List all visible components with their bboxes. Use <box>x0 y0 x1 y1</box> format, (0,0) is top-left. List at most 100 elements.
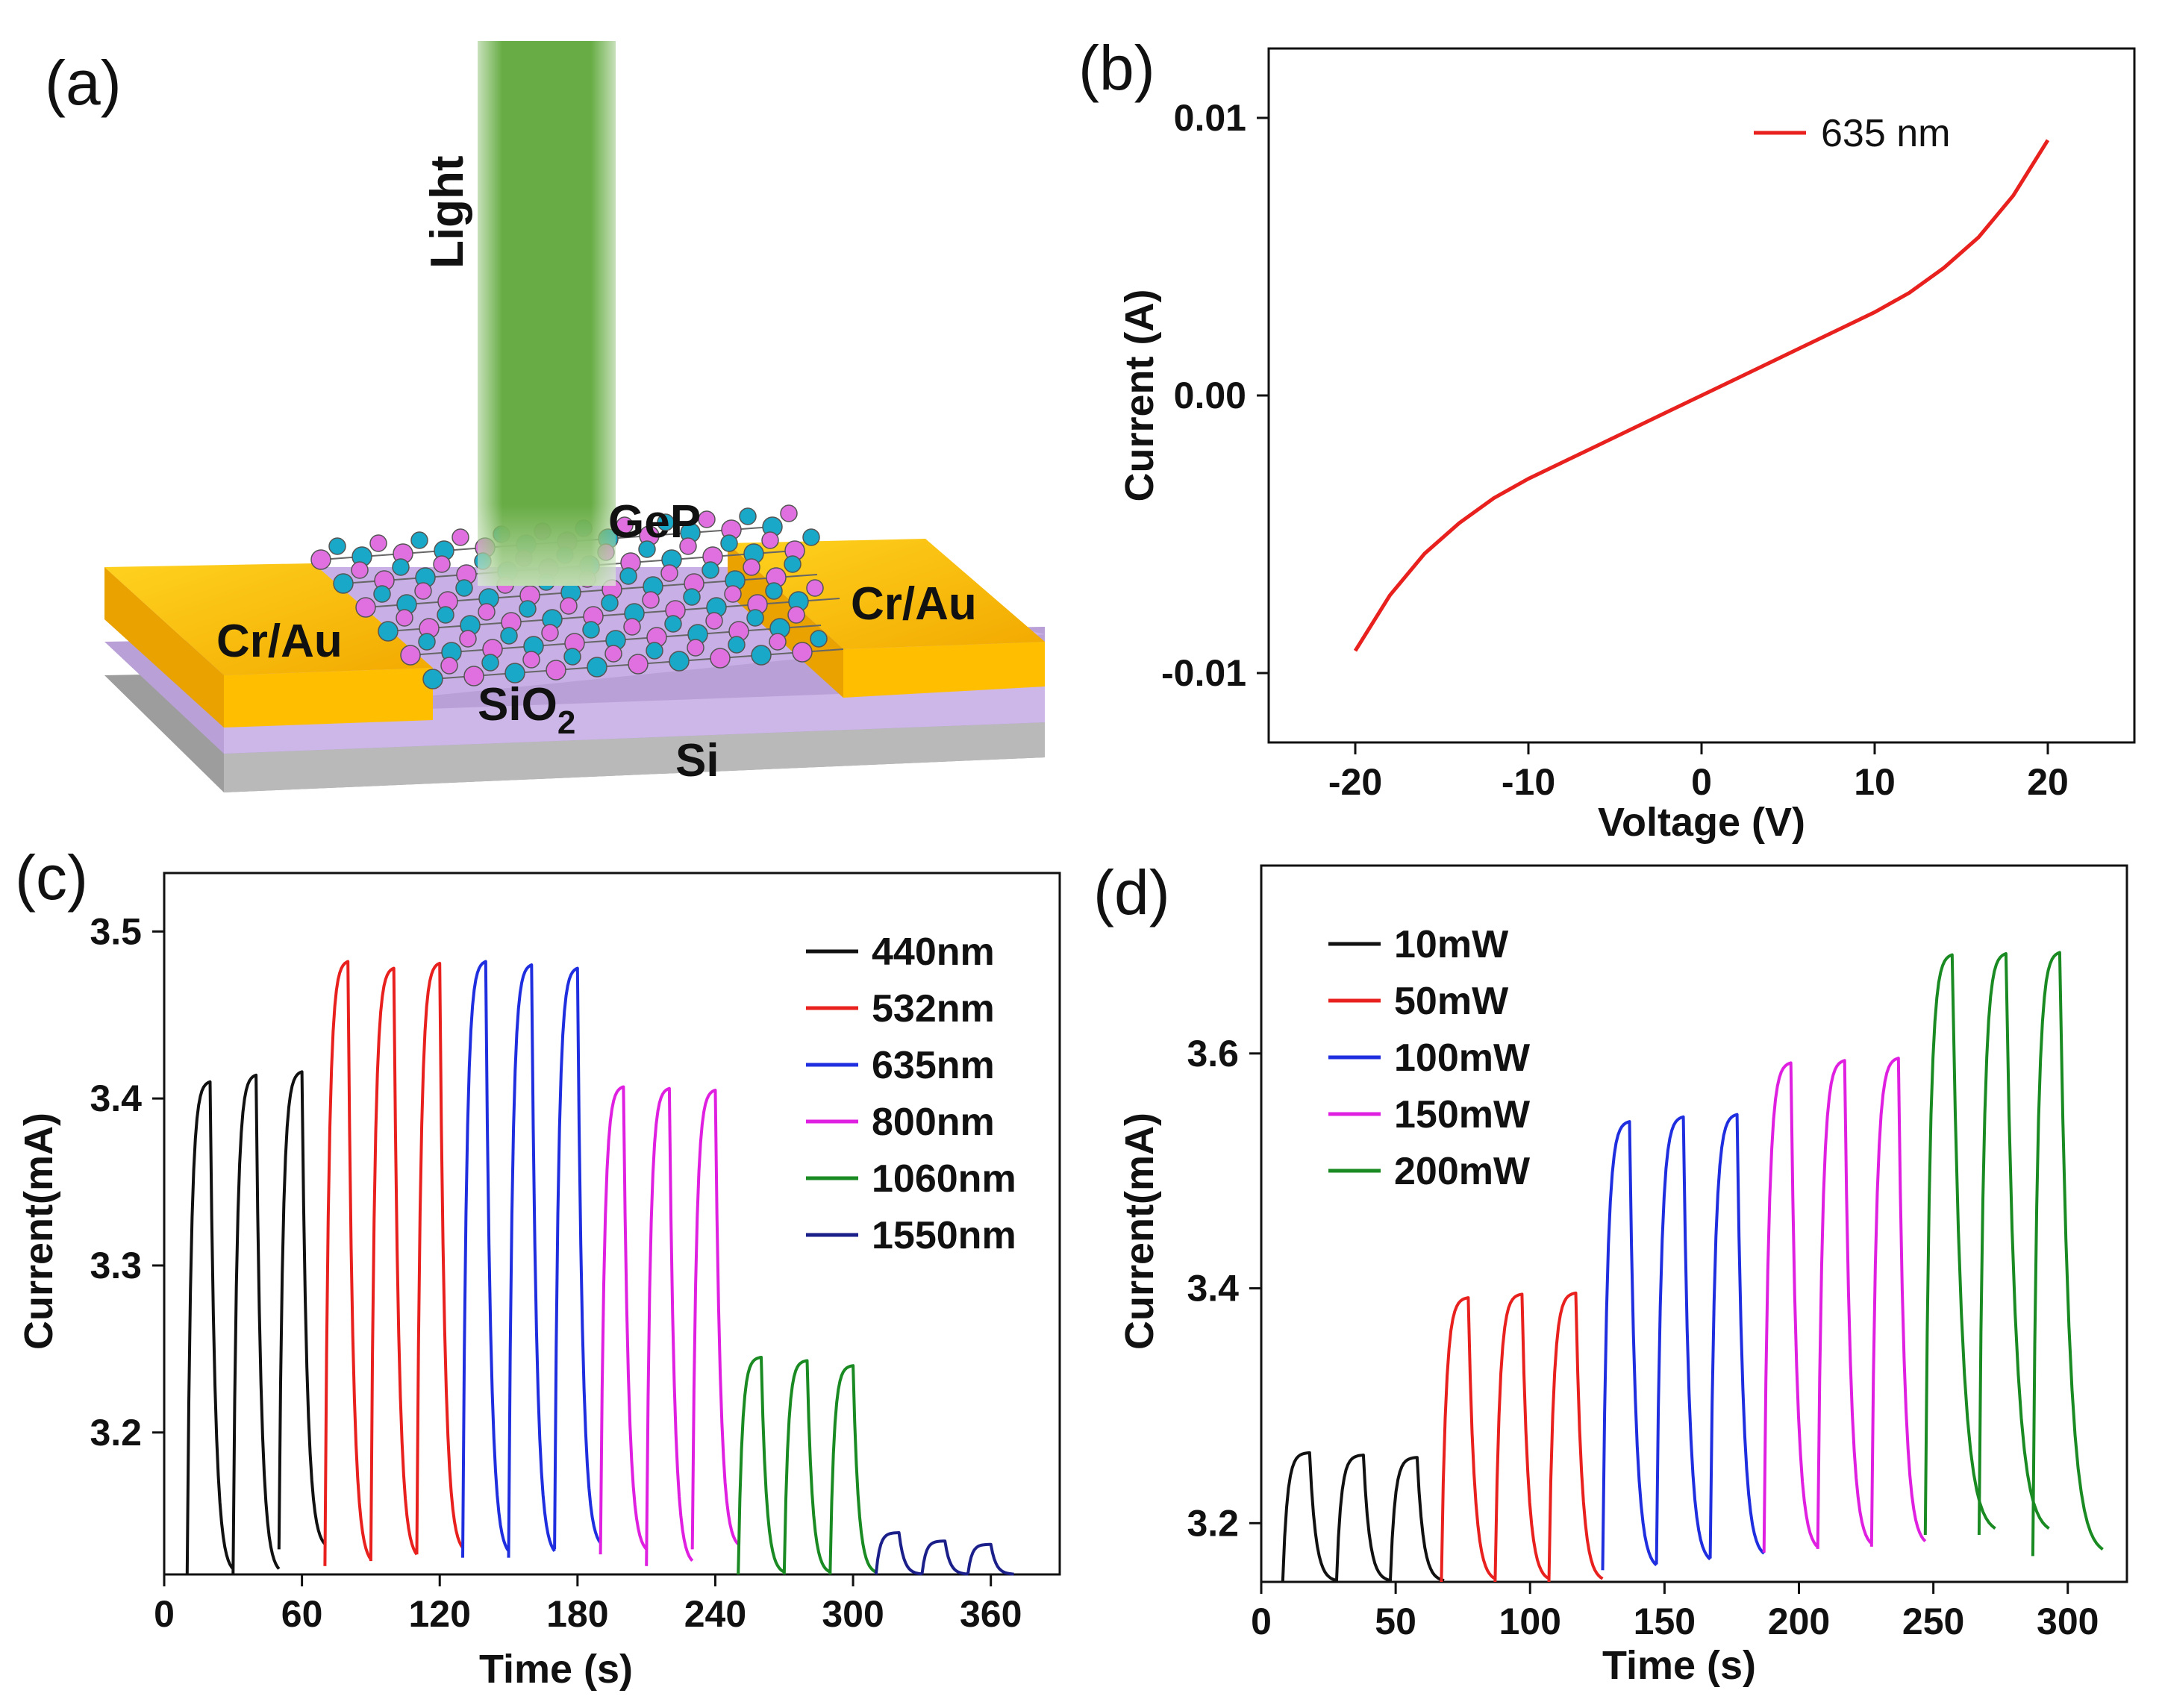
oxide-label: SiO2 <box>478 679 575 741</box>
series-lines-d <box>1281 951 2104 1583</box>
atom <box>459 630 477 648</box>
atom <box>664 615 682 633</box>
light-beam-fade <box>478 41 616 586</box>
panel-b-iv-curve: (b) -20 -10 0 10 20 -0.01 0.00 0.01 635 nm Volt… <box>1078 33 2136 845</box>
y-tick-label: 3.4 <box>1187 1268 1239 1310</box>
electrode-right-front <box>843 642 1045 698</box>
atom <box>628 654 649 675</box>
x-tick-label: 0 <box>1691 761 1712 803</box>
substrate-label: Si <box>675 735 719 786</box>
series-line-200mW <box>1923 951 2104 1557</box>
atom <box>601 594 619 612</box>
legend-label-150mW: 150mW <box>1394 1093 1531 1136</box>
x-tick-label: 60 <box>281 1593 323 1635</box>
atom <box>669 651 690 672</box>
atom <box>687 639 704 657</box>
axes-d: 0 50 100 150 200 250 300 3.2 3.4 3.6 <box>1187 1033 2099 1642</box>
atom <box>761 531 779 549</box>
atom <box>582 621 600 639</box>
series-line-800nm <box>599 1085 740 1566</box>
atom <box>710 648 731 669</box>
atom <box>355 597 376 618</box>
y-axis-title-d: Current(mA) <box>1117 1113 1162 1350</box>
legend-label-635nm: 635 nm <box>1821 112 1950 155</box>
series-line-635nm <box>461 960 602 1558</box>
atom <box>698 510 716 528</box>
atom <box>392 558 410 576</box>
atom <box>792 642 813 663</box>
legend-label-635nm: 635nm <box>872 1044 995 1087</box>
oxide-sio2-front <box>224 686 1045 754</box>
panel-label-c: (c) <box>15 842 88 913</box>
atom <box>410 531 428 549</box>
atom <box>705 612 723 630</box>
atom <box>418 633 436 651</box>
panel-label-d: (d) <box>1093 857 1170 927</box>
atom <box>728 636 746 654</box>
y-tick-label: 3.4 <box>90 1077 142 1119</box>
series-line-532nm <box>323 960 464 1566</box>
x-axis-title-d: Time (s) <box>1602 1643 1756 1688</box>
atom <box>784 555 802 573</box>
x-tick-label: 200 <box>1768 1601 1830 1642</box>
x-tick-label: -10 <box>1502 761 1555 803</box>
plot-frame-c <box>163 872 1061 1576</box>
electrode-left-front <box>224 668 433 728</box>
y-tick-label: 3.2 <box>90 1412 142 1454</box>
x-tick-label: 150 <box>1634 1601 1696 1642</box>
atom <box>616 516 634 534</box>
atom <box>455 579 473 597</box>
atom <box>440 657 458 675</box>
atom <box>437 606 454 624</box>
atom <box>739 507 757 525</box>
legend-label-100mW: 100mW <box>1394 1036 1531 1080</box>
legend-label-1060nm: 1060nm <box>872 1157 1016 1201</box>
legend-label-10mW: 10mW <box>1394 923 1509 966</box>
series-line-440nm <box>185 1070 326 1575</box>
atom <box>780 504 798 522</box>
atom <box>481 654 499 672</box>
series-line-150mW <box>1762 1057 1927 1553</box>
atom <box>743 558 760 576</box>
x-tick-label: 120 <box>409 1593 471 1635</box>
atom <box>660 564 678 582</box>
legend-label-200mW: 200mW <box>1394 1150 1531 1193</box>
x-tick-label: 300 <box>2037 1601 2099 1642</box>
x-axis-title-c: Time (s) <box>479 1647 633 1692</box>
atom <box>802 528 820 546</box>
atom <box>463 666 484 686</box>
electrode-right-label: Cr/Au <box>851 578 977 630</box>
atom <box>810 630 828 648</box>
series-line-50mW <box>1440 1291 1604 1583</box>
atom <box>638 540 656 558</box>
oxide-label-main: SiO <box>478 679 557 731</box>
panel-c-wavelength-response: (c) 0 60 120 180 240 300 360 3.2 3.3 3.4 3.5 440nm… <box>15 842 1061 1692</box>
series-line-100mW <box>1601 1113 1766 1571</box>
panel-label-a: (a) <box>45 48 122 118</box>
atom <box>560 597 578 615</box>
y-tick-label: 0.01 <box>1174 97 1246 139</box>
atom <box>522 651 540 669</box>
panel-label-b: (b) <box>1078 33 1155 103</box>
electrode-left-side <box>104 567 224 728</box>
x-tick-label: 0 <box>1251 1601 1272 1642</box>
legend-d: 10mW 50mW 100mW 150mW 200mW <box>1328 923 1531 1193</box>
atom <box>400 645 421 666</box>
atom <box>333 573 354 594</box>
atom <box>519 600 537 618</box>
x-tick-label: 360 <box>960 1593 1022 1635</box>
atom <box>328 537 346 555</box>
substrate-si-front <box>224 722 1045 792</box>
series-line-635nm <box>1353 139 2050 652</box>
series-line-1550nm <box>874 1531 1014 1576</box>
series-line-10mW <box>1281 1451 1445 1583</box>
atom <box>310 549 331 570</box>
y-tick-label: 0.00 <box>1174 375 1246 416</box>
series-lines-c <box>185 960 1014 1576</box>
light-label: Light <box>422 156 473 269</box>
atom <box>504 663 525 683</box>
atom <box>657 513 675 531</box>
atom <box>787 606 805 624</box>
y-tick-label: -0.01 <box>1161 652 1246 694</box>
atom <box>702 561 719 579</box>
